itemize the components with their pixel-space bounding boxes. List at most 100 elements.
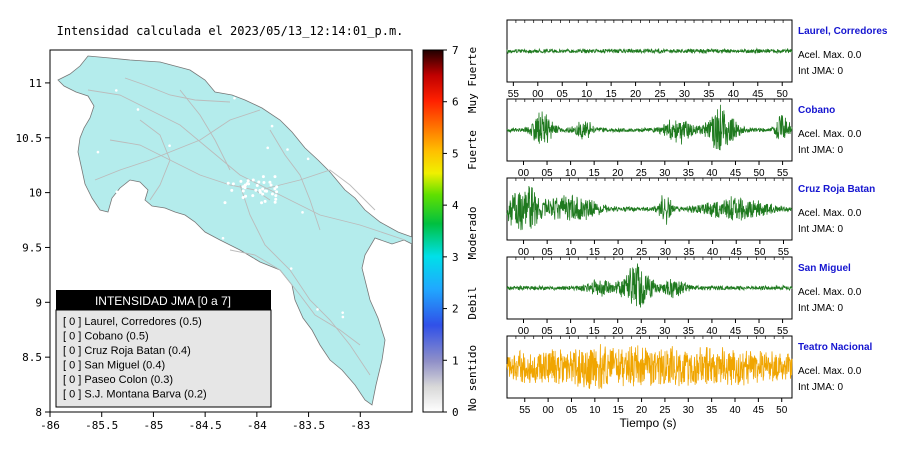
costa-rica-landmass [57,55,412,406]
town-marker [239,179,243,183]
station-max-accel: Acel. Max. 0.0 [798,129,862,140]
road [259,169,376,211]
seismogram-tick-label: 15 [613,405,625,416]
station-jma-intensity: Int JMA: 0 [798,145,843,156]
seismogram-tick-label: 10 [565,247,577,258]
town-marker [273,200,277,204]
map-y-tick-label: 8.5 [22,351,42,364]
seismogram-panels: 55 00 05 10 15 20 25 30 35 40 45 50 Laurel, Corredor… [506,19,888,416]
town-marker [340,147,344,151]
road [87,89,406,241]
map-x-tick-label: -85.5 [85,419,118,432]
seismogram-tick-label: 45 [730,326,742,337]
town-marker [233,96,236,100]
colorbar-label: Fuerte [466,130,479,170]
town-marker [257,180,261,184]
seismogram-tick-label: 45 [752,89,764,100]
map-x-axis: -86 -85.5 -85 -84.5 -84 -83.5 -83 [40,412,370,432]
town-marker [261,192,265,196]
map-title: Intensidad calculada el 2023/05/13_12:14… [57,24,404,38]
town-marker [269,183,273,187]
seismogram-tick-label: 35 [706,405,718,416]
map-x-tick-label: -84 [247,419,267,432]
station-name: Teatro Nacional [798,342,872,353]
town-marker [231,182,235,186]
station-max-accel: Acel. Max. 0.0 [798,287,862,298]
town-marker [245,182,249,186]
colorbar-tick-label: 4 [452,199,459,212]
seismogram-tick-label: 55 [519,405,531,416]
town-marker [114,89,118,92]
seismogram-tick-label: 30 [659,326,671,337]
colorbar-label: No sentido [466,345,479,411]
seismogram-tick-label: 50 [754,247,766,258]
town-marker [372,143,376,147]
map-y-tick-label: 11 [29,77,42,90]
seismogram-tick-label: 30 [679,89,691,100]
map-x-tick-label: -83 [350,419,370,432]
town-marker [241,185,245,189]
seismogram-tick-label: 05 [541,326,553,337]
legend-item: [ 0 ] San Miguel (0.4) [63,360,165,372]
seismogram-tick-label: 10 [565,168,577,179]
town-marker [255,184,259,188]
station-max-accel: Acel. Max. 0.0 [798,208,862,219]
colorbar-tick-label: 7 [452,44,459,57]
station-jma-intensity: Int JMA: 0 [798,382,843,393]
legend-item: [ 0 ] Laurel, Corredores (0.5) [63,316,202,328]
colorbar-tick-label: 3 [452,251,459,264]
town-marker [261,175,265,179]
town-marker [221,236,225,240]
station-max-accel: Acel. Max. 0.0 [798,366,862,377]
seismogram-tick-label: 55 [777,168,789,179]
station-name: San Miguel [798,263,851,274]
seismogram-panel: 55 00 05 10 15 20 25 30 35 40 45 50 Teatro Nacional A… [506,335,872,416]
seismogram-tick-label: 50 [753,168,765,179]
seismogram-tick-label: 05 [566,405,578,416]
town-marker [251,258,255,262]
town-marker [272,319,275,322]
road [94,109,261,181]
seismogram-tick-label: 00 [518,247,530,258]
legend-item: [ 0 ] Cruz Roja Batan (0.4) [63,345,191,357]
station-jma-intensity: Int JMA: 0 [798,303,843,314]
colorbar-tick-label: 2 [452,303,459,316]
town-marker [274,194,278,198]
seismogram-tick-label: 50 [777,89,789,100]
seismogram-tick-label: 45 [731,247,743,258]
station-name: Cruz Roja Batan [798,184,875,195]
town-marker [246,179,250,183]
map-y-tick-label: 10.5 [16,132,43,145]
seismogram-tick-label: 35 [703,89,715,100]
seismogram-tick-label: 40 [706,326,718,337]
seismogram-tick-label: 20 [612,168,624,179]
seismogram-tick-label: 45 [753,405,765,416]
seismogram-tick-label: 20 [613,247,625,258]
seismogram-tick-label: 35 [683,168,695,179]
colorbar-label: Debil [466,286,479,319]
seismogram-tick-label: 50 [776,405,788,416]
town-marker [168,144,171,147]
town-marker [316,308,319,311]
town-marker [108,281,111,284]
road-network [87,77,406,376]
seismogram-tick-label: 20 [612,326,624,337]
map-y-tick-label: 10 [29,187,42,200]
seismogram-tick-label: 25 [659,405,671,416]
town-marker [268,180,272,184]
map-x-tick-label: -83.5 [292,419,325,432]
town-marker [223,201,227,205]
road [229,249,361,346]
seismogram-tick-label: 40 [728,89,740,100]
station-jma-intensity: Int JMA: 0 [798,224,843,235]
seismogram-panel: 00 05 10 15 20 25 30 35 40 45 50 55 Cobano Acel. Max.… [506,98,862,179]
seismogram-tick-label: 00 [532,89,544,100]
seismogram-trace [506,104,793,151]
seismogram-tick-label: 25 [654,89,666,100]
road [179,89,231,171]
town-marker [251,178,255,182]
seismogram-tick-label: 00 [543,405,555,416]
station-max-accel: Acel. Max. 0.0 [798,50,862,61]
map-y-tick-label: 8 [35,406,42,419]
town-marker [270,192,274,196]
